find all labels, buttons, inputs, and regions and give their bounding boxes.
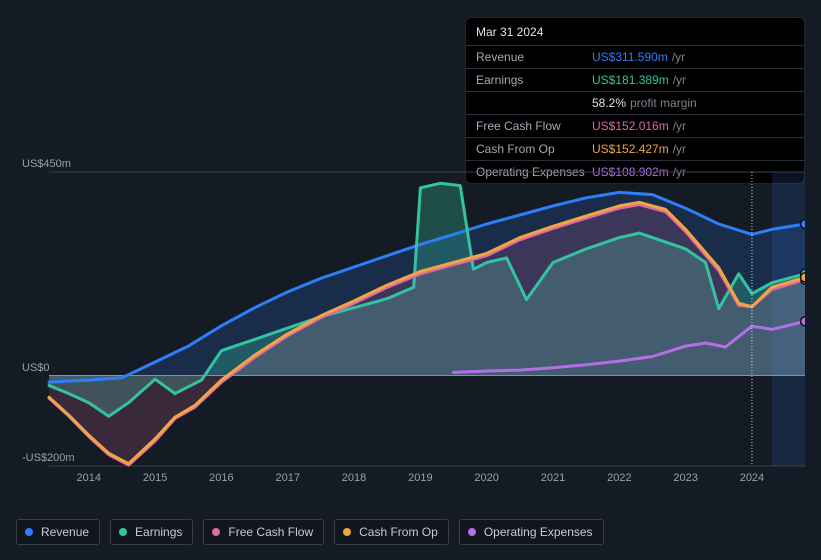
legend-label: Revenue [41, 525, 89, 539]
tooltip-sub-label: profit margin [630, 96, 697, 110]
x-axis-label: 2024 [740, 472, 764, 484]
tooltip-label: Revenue [476, 50, 592, 64]
tooltip-row-earnings: EarningsUS$181.389m/yr [466, 69, 804, 92]
y-axis-label: US$0 [22, 362, 50, 374]
chart-area[interactable]: US$450m US$0 -US$200m 2014 2015 2016 2017 2018… [16, 158, 805, 508]
tooltip-unit: /yr [672, 50, 685, 64]
x-axis-label: 2015 [143, 472, 167, 484]
y-axis-label: -US$200m [22, 452, 75, 464]
legend-swatch [25, 528, 33, 536]
legend-swatch [119, 528, 127, 536]
x-axis-label: 2018 [342, 472, 366, 484]
x-axis-label: 2017 [275, 472, 299, 484]
tooltip-value: US$152.427m [592, 142, 669, 156]
x-axis-label: 2014 [77, 472, 101, 484]
tooltip-date: Mar 31 2024 [466, 18, 804, 46]
line-area-plot[interactable] [16, 158, 805, 490]
tooltip-sub-value: 58.2% [592, 96, 626, 110]
legend-label: Operating Expenses [484, 525, 593, 539]
tooltip-label: Earnings [476, 73, 592, 87]
series-end-opex [801, 317, 806, 326]
legend: Revenue Earnings Free Cash Flow Cash From O… [16, 519, 604, 545]
tooltip-label: Cash From Op [476, 142, 592, 156]
tooltip-value: US$181.389m [592, 73, 669, 87]
tooltip-label: Free Cash Flow [476, 119, 592, 133]
x-axis-label: 2023 [673, 472, 697, 484]
legend-item-fcf[interactable]: Free Cash Flow [203, 519, 324, 545]
tooltip-value: US$152.016m [592, 119, 669, 133]
legend-item-opex[interactable]: Operating Expenses [459, 519, 604, 545]
tooltip-unit: /yr [673, 73, 686, 87]
tooltip-unit: /yr [673, 119, 686, 133]
x-axis-label: 2020 [474, 472, 498, 484]
legend-swatch [343, 528, 351, 536]
x-axis-label: 2016 [209, 472, 233, 484]
legend-swatch [212, 528, 220, 536]
legend-swatch [468, 528, 476, 536]
legend-item-cfo[interactable]: Cash From Op [334, 519, 449, 545]
series-end-revenue [801, 220, 806, 229]
tooltip-value: US$311.590m [592, 50, 668, 64]
y-axis-label: US$450m [22, 158, 71, 170]
legend-item-earnings[interactable]: Earnings [110, 519, 193, 545]
legend-label: Free Cash Flow [228, 525, 313, 539]
finance-metrics-chart: Mar 31 2024 RevenueUS$311.590m/yrEarning… [0, 0, 821, 560]
series-end-cfo [801, 273, 806, 282]
legend-label: Cash From Op [359, 525, 438, 539]
legend-item-revenue[interactable]: Revenue [16, 519, 100, 545]
tooltip-row-fcf: Free Cash FlowUS$152.016m/yr [466, 115, 804, 138]
x-axis-label: 2021 [541, 472, 565, 484]
legend-label: Earnings [135, 525, 182, 539]
tooltip-row-revenue: RevenueUS$311.590m/yr [466, 46, 804, 69]
x-axis-label: 2019 [408, 472, 432, 484]
x-axis-label: 2022 [607, 472, 631, 484]
tooltip-row-earnings-sub: 58.2% profit margin [466, 92, 804, 115]
tooltip-unit: /yr [673, 142, 686, 156]
